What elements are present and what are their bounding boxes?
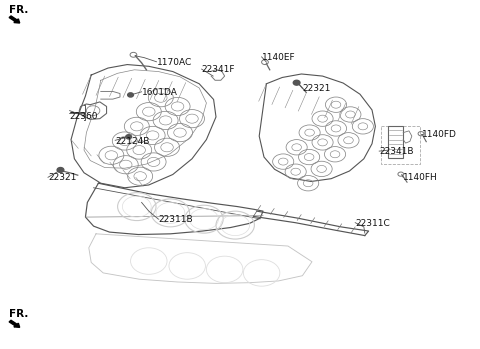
- Bar: [388, 126, 403, 158]
- Circle shape: [128, 93, 133, 97]
- FancyArrow shape: [9, 320, 20, 327]
- Text: 22321: 22321: [302, 84, 331, 94]
- Text: 22124B: 22124B: [115, 137, 150, 146]
- Text: FR.: FR.: [9, 5, 28, 15]
- Text: 1140FD: 1140FD: [422, 130, 457, 139]
- Text: 22341B: 22341B: [379, 147, 414, 156]
- Text: FR.: FR.: [9, 309, 28, 319]
- Text: 1140FH: 1140FH: [403, 173, 438, 183]
- Text: 1140EF: 1140EF: [262, 53, 295, 62]
- Text: 22311C: 22311C: [355, 219, 390, 228]
- Text: 22341F: 22341F: [202, 65, 235, 74]
- Circle shape: [293, 80, 300, 85]
- Circle shape: [57, 168, 64, 172]
- Text: 22321: 22321: [48, 173, 76, 183]
- Text: 1601DA: 1601DA: [142, 88, 178, 97]
- Circle shape: [126, 135, 132, 139]
- Text: 22360: 22360: [70, 112, 98, 121]
- Text: 22311B: 22311B: [158, 215, 193, 224]
- FancyArrow shape: [9, 16, 20, 23]
- Text: 1170AC: 1170AC: [156, 58, 192, 67]
